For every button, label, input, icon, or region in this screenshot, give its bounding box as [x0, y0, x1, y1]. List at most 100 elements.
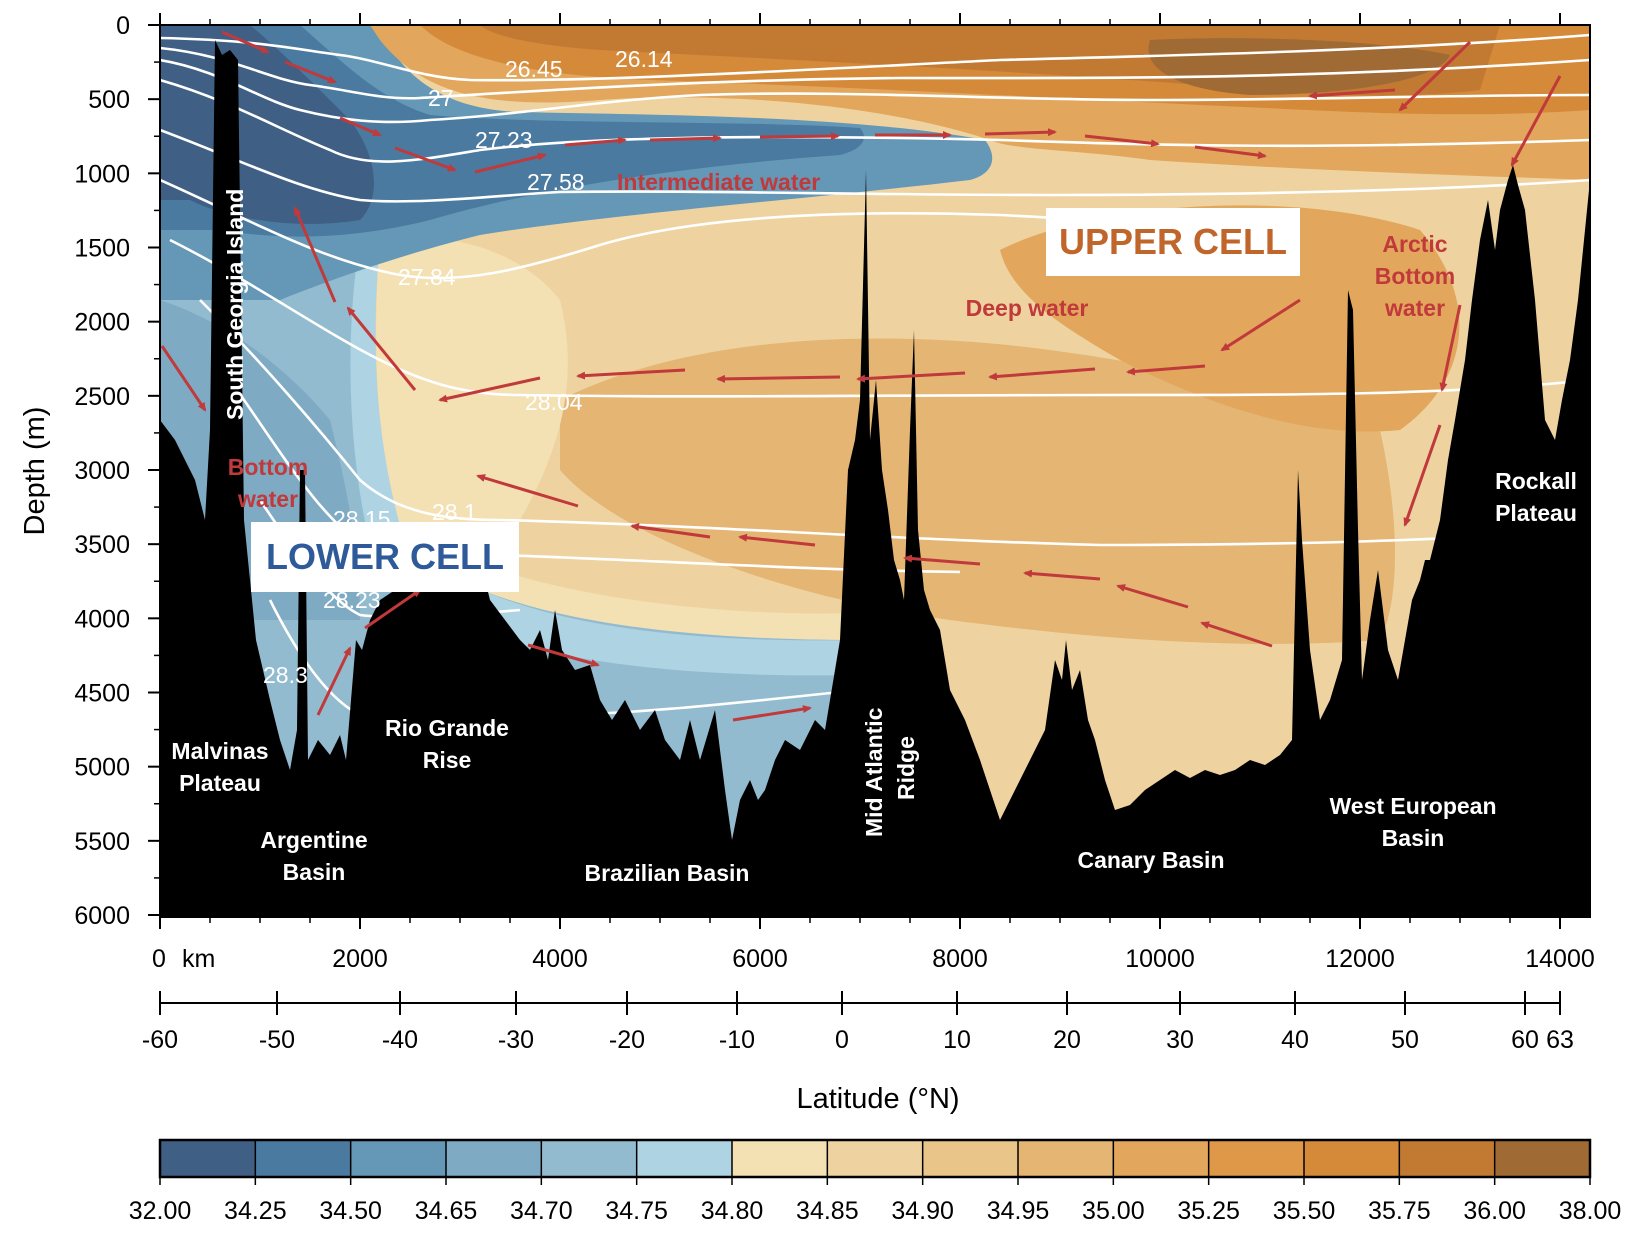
colorbar-swatch	[827, 1140, 924, 1177]
flow-arrow	[1126, 364, 1206, 376]
isopycnal-label: 28.04	[525, 389, 583, 415]
y-axis-title: Depth (m)	[19, 407, 51, 536]
intermediate-water-label: Intermediate water	[617, 169, 820, 195]
flow-arrow	[630, 523, 711, 539]
y-tick-label: 500	[88, 86, 130, 114]
latitude-tick-label: -30	[498, 1026, 534, 1054]
flow-arrow	[716, 374, 841, 383]
rockall-plateau-label: Rockall	[1495, 468, 1577, 494]
canary-basin-label: Canary Basin	[1077, 847, 1224, 873]
x-tick-label: 8000	[932, 945, 988, 973]
colorbar-swatch	[350, 1140, 447, 1177]
latitude-tick-label: -50	[259, 1026, 295, 1054]
isopycnal-line	[160, 46, 1590, 100]
colorbar-swatch	[255, 1140, 352, 1177]
colorbar-swatch	[636, 1140, 733, 1177]
isopycnal-line	[160, 128, 1590, 203]
surface-brown-core	[1148, 38, 1450, 95]
flow-arrow	[316, 646, 352, 716]
colorbar-label: 34.85	[796, 1197, 859, 1225]
flow-arrow	[527, 643, 600, 667]
latitude-axis-title: Latitude (°N)	[796, 1083, 959, 1115]
colorbar-swatch	[541, 1140, 638, 1177]
isopycnal-label: 27.58	[527, 169, 585, 195]
x-tick-label: 6000	[732, 945, 788, 973]
circulation-arrows	[160, 30, 1562, 722]
colorbar-label: 34.65	[415, 1197, 478, 1225]
flow-arrow	[364, 588, 422, 630]
x-tick-label: 0	[152, 945, 166, 973]
x-tick-label: 14000	[1525, 945, 1595, 973]
colorbar-label: 38.00	[1559, 1197, 1622, 1225]
malvinas-plateau-label: Malvinas	[171, 738, 268, 764]
flow-arrow	[1398, 40, 1472, 112]
colorbar-label: 34.50	[319, 1197, 382, 1225]
isopycnal-label: 28.3	[263, 662, 308, 688]
arctic-bottom-water-label: water	[1384, 295, 1445, 321]
flow-arrow	[293, 206, 337, 303]
seafloor-topography	[160, 40, 1590, 917]
colorbar-swatch	[1494, 1140, 1591, 1177]
isopycnal-label: 26.45	[505, 56, 563, 82]
latitude-tick-label: 60	[1511, 1026, 1539, 1054]
latitude-tick-label: 10	[943, 1026, 971, 1054]
y-tick-label: 0	[116, 12, 130, 40]
isopycnal-label: 27.84	[398, 264, 456, 290]
y-tick-label: 3500	[74, 531, 130, 559]
latitude-tick-label: 30	[1166, 1026, 1194, 1054]
flow-arrow	[988, 367, 1096, 381]
latitude-tick-label: 50	[1391, 1026, 1419, 1054]
flow-arrow	[160, 345, 207, 412]
flow-arrow	[438, 376, 541, 403]
colorbar-swatch	[446, 1140, 542, 1177]
y-tick-label: 2000	[74, 309, 130, 337]
x-tick-label: 2000	[332, 945, 388, 973]
colorbar-label: 36.00	[1463, 1197, 1526, 1225]
flow-arrow	[346, 306, 417, 391]
latitude-tick-label: -40	[382, 1026, 418, 1054]
flow-arrow	[1084, 134, 1160, 148]
flow-arrow	[564, 136, 627, 147]
brazilian-basin-label: Brazilian Basin	[585, 860, 750, 886]
flow-arrow	[394, 146, 457, 172]
y-tick-label: 6000	[74, 902, 130, 930]
flow-arrow	[1510, 75, 1562, 167]
latitude-tick-label: -60	[142, 1026, 178, 1054]
flow-arrow	[1308, 88, 1396, 100]
colorbar-label: 35.75	[1368, 1197, 1431, 1225]
lower-cell-label: LOWER CELL	[266, 536, 504, 577]
mid-atlantic-ridge-label: Ridge	[893, 736, 919, 800]
arctic-bottom-water-label: Bottom	[1375, 263, 1455, 289]
deep-water-label: Deep water	[966, 295, 1089, 321]
colorbar-swatch	[1304, 1140, 1400, 1177]
colorbar-label: 34.90	[891, 1197, 954, 1225]
upper-cell-label: UPPER CELL	[1059, 221, 1287, 262]
colorbar-label: 34.70	[510, 1197, 573, 1225]
flow-arrow	[984, 128, 1057, 137]
isopycnal-line	[199, 299, 1590, 547]
flow-arrow	[738, 533, 816, 547]
west-european-basin-label: West European	[1330, 793, 1497, 819]
malvinas-plateau-label: Plateau	[179, 770, 261, 796]
latitude-tick-label: 0	[835, 1026, 849, 1054]
isopycnal-labels: 26.45 26.14 27 27.23 27.58 27.84 28.04 2…	[263, 46, 673, 688]
flow-arrow	[1116, 584, 1189, 609]
pale-wedge	[376, 237, 568, 554]
x-tick-label: 12000	[1325, 945, 1395, 973]
flow-arrow	[732, 705, 812, 722]
flow-arrow	[649, 134, 722, 143]
flow-arrow	[759, 132, 840, 141]
flow-arrow	[1200, 621, 1273, 648]
seafloor-profile	[160, 40, 1590, 917]
colorbar-label: 34.25	[224, 1197, 287, 1225]
colorbar-swatch	[1208, 1140, 1305, 1177]
latitude-tick-label: 40	[1281, 1026, 1309, 1054]
bottom-water-label: Bottom	[228, 454, 308, 480]
y-tick-label: 4500	[74, 680, 130, 708]
isopycnal-line	[169, 238, 1590, 398]
isopycnal-line	[160, 33, 1590, 82]
latitude-tick-label: -20	[609, 1026, 645, 1054]
colorbar-swatch	[1113, 1140, 1210, 1177]
colorbar-frame	[158, 1138, 1592, 1179]
